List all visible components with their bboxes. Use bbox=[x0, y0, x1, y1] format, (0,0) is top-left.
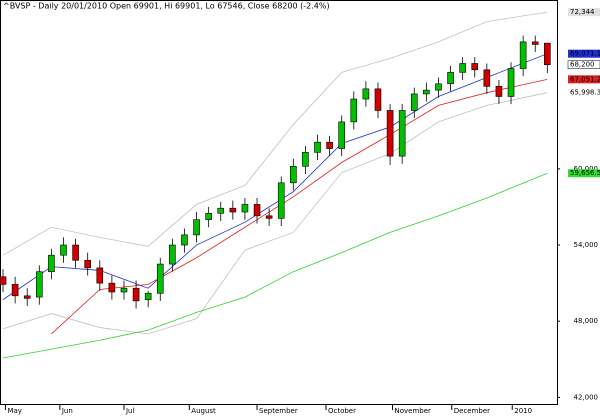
candle-body bbox=[435, 83, 442, 91]
candle-body bbox=[193, 219, 200, 236]
y-tick-label: 48,000 bbox=[574, 317, 599, 325]
candle-body bbox=[507, 68, 515, 97]
candle-body bbox=[253, 204, 261, 217]
indicator-line bbox=[2, 11, 548, 256]
candle-body bbox=[423, 89, 430, 95]
candle-body bbox=[11, 284, 19, 297]
candle-body bbox=[471, 63, 479, 71]
candle-body bbox=[48, 254, 55, 272]
value-label: 68,200 bbox=[570, 61, 595, 69]
value-label: 72,344 bbox=[570, 8, 595, 16]
plot-frame bbox=[0, 0, 558, 405]
value-label: 65,998.3 bbox=[570, 89, 600, 97]
candle-body bbox=[72, 244, 79, 261]
candle-body bbox=[265, 215, 273, 219]
candle-body bbox=[36, 271, 43, 298]
candle-body bbox=[302, 152, 309, 167]
x-tick-label: May bbox=[7, 407, 21, 415]
candle-body bbox=[326, 141, 333, 149]
x-tick-label: October bbox=[328, 407, 356, 415]
value-label-box bbox=[568, 169, 600, 178]
candle-body bbox=[338, 121, 345, 149]
value-label-box bbox=[568, 75, 600, 84]
candle-body bbox=[23, 295, 31, 299]
candle-body bbox=[60, 244, 67, 256]
candle-body bbox=[169, 244, 176, 265]
x-tick-label: September bbox=[259, 407, 298, 415]
candle-body bbox=[483, 69, 491, 87]
candle-body bbox=[144, 292, 152, 300]
candle-body bbox=[120, 287, 128, 293]
candle-body bbox=[277, 182, 285, 219]
candle-body bbox=[132, 287, 140, 302]
x-tick-label: August bbox=[191, 407, 216, 415]
candle-body bbox=[156, 263, 164, 294]
candle-body bbox=[531, 41, 539, 45]
candle-body bbox=[519, 41, 527, 69]
value-label-box bbox=[568, 8, 600, 17]
value-label: 67,051.2 bbox=[570, 75, 600, 83]
candle-body bbox=[374, 88, 382, 111]
value-label-box bbox=[568, 49, 600, 58]
candle-body bbox=[398, 110, 406, 157]
indicator-line bbox=[2, 53, 548, 300]
y-tick-label: 54,000 bbox=[574, 241, 599, 249]
candle-body bbox=[96, 267, 104, 284]
y-tick-label: 60,000 bbox=[574, 165, 599, 173]
x-tick-label: December bbox=[454, 407, 490, 415]
candle-body bbox=[447, 72, 454, 85]
candle-body bbox=[84, 259, 91, 269]
candle-body bbox=[241, 204, 249, 213]
candle-body bbox=[229, 207, 237, 213]
candle-body bbox=[314, 141, 321, 153]
value-label: 59,656.5 bbox=[570, 169, 600, 177]
candle-body bbox=[181, 234, 188, 246]
candle-body bbox=[386, 110, 394, 157]
candle-body bbox=[350, 98, 358, 123]
candle-body bbox=[108, 282, 116, 293]
value-label: 69,071.1 bbox=[570, 50, 600, 58]
y-tick-label: 42,000 bbox=[574, 393, 599, 401]
candle-body bbox=[290, 166, 297, 184]
x-tick-label: Jul bbox=[125, 407, 135, 415]
candle-body bbox=[544, 42, 551, 66]
x-tick-label: 2010 bbox=[514, 407, 532, 415]
candle-body bbox=[459, 63, 466, 73]
x-tick-label: Jun bbox=[61, 407, 73, 415]
value-label-box bbox=[567, 60, 600, 69]
indicator-line bbox=[51, 78, 548, 335]
candle-body bbox=[410, 93, 418, 111]
candle-body bbox=[0, 276, 7, 285]
chart-title: ^BVSP - Daily 20/01/2010 Open 69901, Hi … bbox=[3, 2, 330, 11]
candle-body bbox=[205, 212, 212, 220]
candle-body bbox=[362, 88, 370, 100]
candle-body bbox=[217, 207, 225, 214]
indicator-line bbox=[2, 172, 548, 359]
x-tick-label: November bbox=[395, 407, 432, 415]
indicator-line bbox=[2, 92, 548, 335]
value-label-box bbox=[568, 88, 600, 97]
candle-body bbox=[495, 86, 503, 97]
